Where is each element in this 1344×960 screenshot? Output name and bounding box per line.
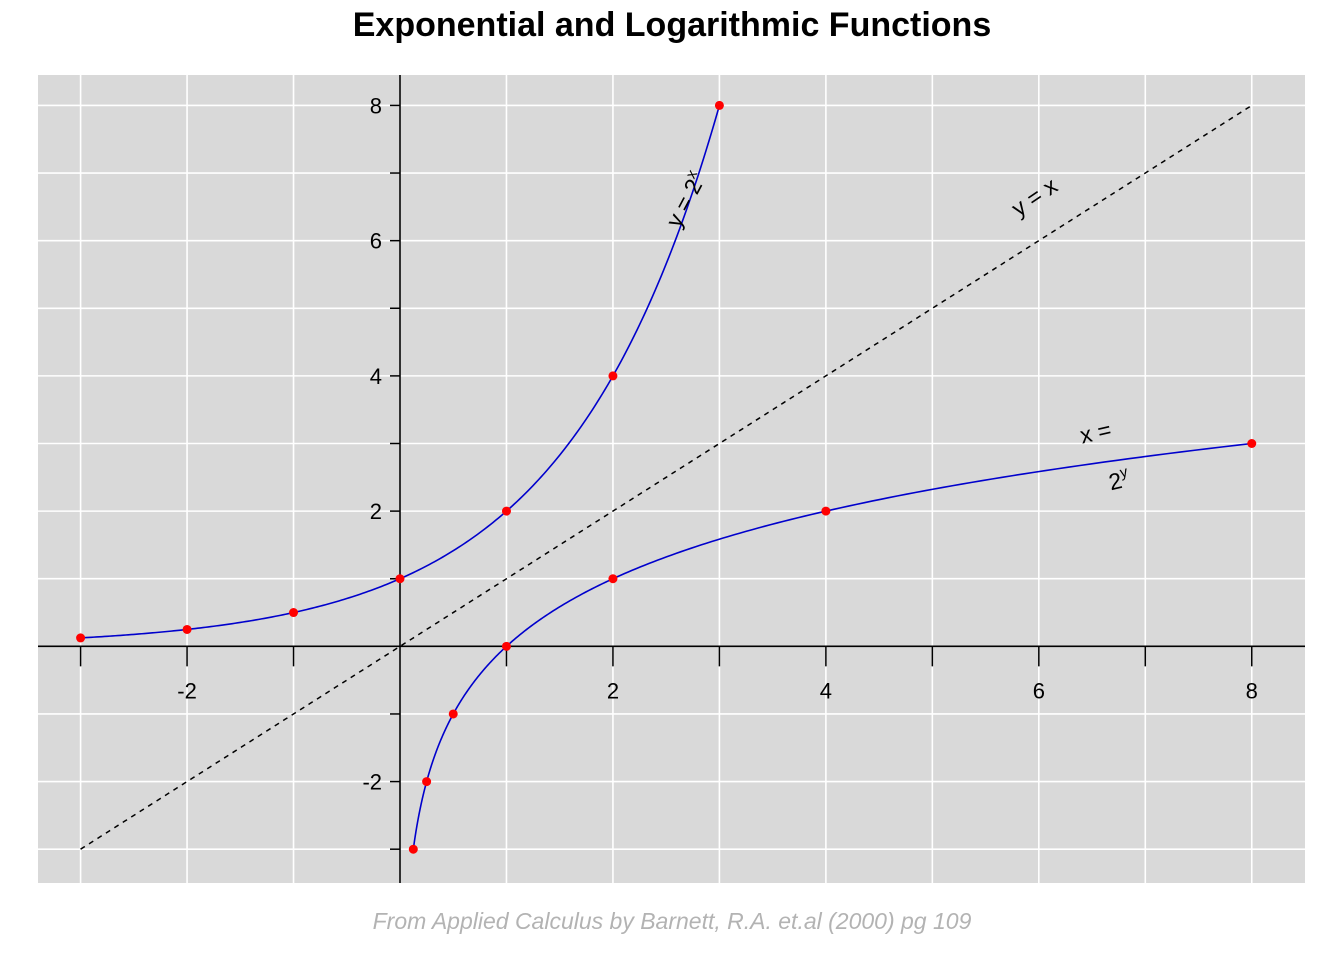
data-point-exp2	[501, 506, 511, 516]
y-tick-label: -2	[362, 770, 382, 795]
axis-ticks	[79, 104, 1253, 850]
data-point-exp2	[76, 633, 86, 643]
x-tick-label: -2	[177, 678, 197, 703]
y-tick-label: 2	[370, 499, 382, 524]
data-point-exp2	[182, 624, 192, 634]
curve-label-log-sup: y	[1118, 463, 1130, 481]
data-point-exp2	[289, 608, 299, 618]
chart-title: Exponential and Logarithmic Functions	[352, 6, 992, 44]
data-point-exp2	[395, 574, 405, 584]
series-line-identity	[80, 104, 1253, 850]
data-point-log2	[501, 641, 511, 651]
x-tick-label: 4	[820, 678, 832, 703]
data-point-log2	[608, 574, 618, 584]
data-point-log2	[422, 777, 432, 787]
x-tick-label: 2	[607, 678, 619, 703]
y-tick-label: 6	[370, 229, 382, 254]
y-tick-label: 8	[370, 93, 382, 118]
data-point-log2	[1247, 439, 1257, 449]
data-point-log2	[448, 709, 458, 719]
data-point-exp2	[714, 100, 724, 110]
data-point-exp2	[608, 371, 618, 381]
chart-caption: From Applied Calculus by Barnett, R.A. e…	[372, 908, 972, 934]
data-point-log2	[821, 506, 831, 516]
y-tick-label: 4	[370, 364, 382, 389]
plot-panel	[38, 75, 1305, 883]
data-point-log2	[408, 844, 418, 854]
x-tick-label: 8	[1246, 678, 1258, 703]
x-tick-label: 6	[1033, 678, 1045, 703]
